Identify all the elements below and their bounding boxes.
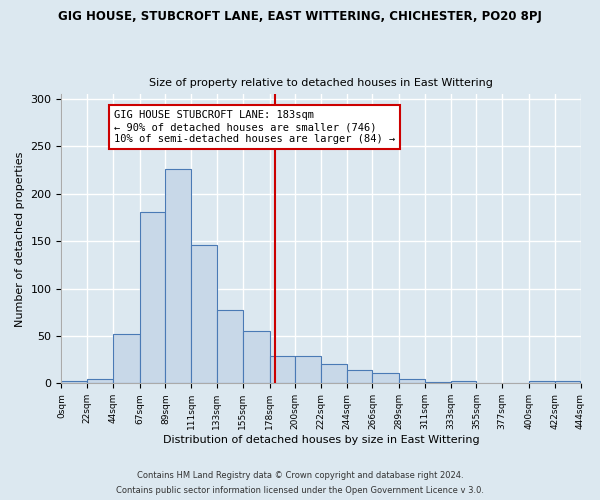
Bar <box>269 356 295 384</box>
Bar <box>217 310 242 384</box>
Bar <box>451 382 476 384</box>
Bar <box>295 356 321 384</box>
Bar <box>166 169 191 384</box>
Bar <box>113 334 140 384</box>
Bar <box>373 373 399 384</box>
Bar <box>555 382 580 384</box>
Bar <box>61 382 87 384</box>
Text: GIG HOUSE, STUBCROFT LANE, EAST WITTERING, CHICHESTER, PO20 8PJ: GIG HOUSE, STUBCROFT LANE, EAST WITTERIN… <box>58 10 542 23</box>
Bar <box>399 378 425 384</box>
Y-axis label: Number of detached properties: Number of detached properties <box>15 151 25 326</box>
Text: Contains public sector information licensed under the Open Government Licence v : Contains public sector information licen… <box>116 486 484 495</box>
Bar <box>347 370 373 384</box>
Bar <box>87 378 113 384</box>
Bar <box>242 331 269 384</box>
Text: Contains HM Land Registry data © Crown copyright and database right 2024.: Contains HM Land Registry data © Crown c… <box>137 471 463 480</box>
Bar <box>191 245 217 384</box>
Bar <box>321 364 347 384</box>
Text: GIG HOUSE STUBCROFT LANE: 183sqm
← 90% of detached houses are smaller (746)
10% : GIG HOUSE STUBCROFT LANE: 183sqm ← 90% o… <box>114 110 395 144</box>
Title: Size of property relative to detached houses in East Wittering: Size of property relative to detached ho… <box>149 78 493 88</box>
X-axis label: Distribution of detached houses by size in East Wittering: Distribution of detached houses by size … <box>163 435 479 445</box>
Bar <box>529 382 555 384</box>
Bar <box>140 212 166 384</box>
Bar <box>425 382 451 384</box>
